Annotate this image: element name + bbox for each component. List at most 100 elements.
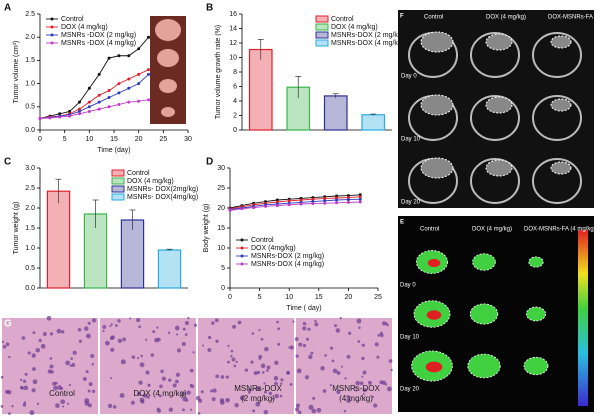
caption: Control: [49, 389, 75, 398]
nucleus: [334, 324, 338, 328]
y-tick-label: 2.5: [25, 11, 35, 18]
nucleus: [295, 354, 299, 358]
histology-tile: [100, 318, 196, 414]
panel-label: E: [400, 220, 404, 226]
nucleus: [250, 360, 254, 364]
bar: [120, 219, 145, 289]
y-tick-label: 1.5: [25, 57, 35, 64]
data-point: [358, 197, 362, 201]
legend-label: DOX (4 mg/kg): [127, 178, 174, 185]
nucleus: [244, 368, 249, 372]
nucleus: [362, 388, 367, 393]
nucleus: [357, 340, 361, 343]
signal-core: [534, 312, 542, 318]
nucleus: [139, 362, 145, 368]
ct-tumor: [420, 94, 454, 116]
nucleus: [362, 392, 365, 395]
nucleus: [234, 402, 239, 408]
data-point: [335, 198, 339, 202]
data-point: [77, 107, 81, 111]
data-point: [147, 98, 151, 102]
signal-core: [535, 260, 541, 266]
nucleus: [190, 384, 195, 389]
nucleus: [57, 385, 63, 390]
error-bar: [257, 39, 264, 60]
nucleus: [77, 328, 82, 332]
nucleus: [264, 390, 267, 394]
nucleus: [329, 383, 333, 387]
nucleus: [339, 316, 342, 320]
y-tick-label: 10: [217, 245, 225, 252]
nucleus: [302, 343, 307, 348]
data-point: [311, 197, 315, 201]
ct-tumor: [420, 31, 454, 53]
signal-core: [533, 363, 543, 371]
data-point: [358, 195, 362, 199]
nucleus: [252, 409, 256, 413]
legend-swatch: [111, 185, 125, 193]
histology-tile: [296, 318, 392, 414]
column-label: DOX (4 mg/kg): [472, 227, 512, 233]
nucleus: [377, 333, 381, 337]
legend-label: Control: [127, 170, 150, 177]
y-tick-label: 2: [233, 112, 237, 119]
legend-label: Control: [61, 16, 84, 23]
nucleus: [280, 378, 284, 382]
nucleus: [308, 404, 314, 410]
nucleus: [271, 397, 275, 400]
column-label: DOX-MSNRs-FA (4 mg/kg): [548, 15, 600, 21]
nucleus: [2, 344, 7, 349]
y-tick-label: 8: [233, 69, 237, 76]
nucleus: [120, 359, 126, 365]
nucleus: [255, 401, 261, 407]
data-point: [323, 196, 327, 200]
legend-label: MSNRs-DOX (2 mg/kg): [251, 253, 324, 260]
nucleus: [260, 337, 264, 341]
nucleus: [358, 326, 361, 330]
nucleus: [104, 340, 110, 346]
nucleus: [277, 342, 281, 346]
row-label: Day 0: [400, 283, 416, 289]
nucleus: [24, 372, 28, 376]
signal-core: [426, 310, 442, 320]
x-axis-label: Time (day): [97, 147, 130, 154]
panel-g: Control DOX (4 mg/kg) MSNRs-DOX (2 mg/kg) MS…: [0, 315, 393, 416]
signal-core: [481, 259, 491, 267]
data-point: [137, 99, 141, 103]
nucleus: [230, 349, 234, 353]
nucleus: [142, 393, 148, 398]
data-point: [117, 102, 121, 106]
nucleus: [1, 340, 5, 343]
nucleus: [380, 333, 384, 338]
ct-tumor: [550, 161, 572, 175]
nucleus: [235, 360, 238, 364]
nucleus: [200, 390, 204, 394]
nucleus: [184, 321, 189, 326]
y-tick-label: 12: [229, 40, 237, 47]
signal-core: [479, 362, 493, 372]
y-tick-label: 15: [217, 225, 225, 232]
nucleus: [175, 333, 179, 336]
nucleus: [215, 374, 220, 379]
data-point: [97, 72, 101, 76]
y-tick-label: 2.0: [25, 34, 35, 41]
column-label: Control: [424, 15, 443, 21]
nucleus: [384, 383, 388, 386]
nucleus: [260, 363, 266, 369]
nucleus: [131, 355, 136, 359]
panel-label: A: [4, 3, 11, 14]
bar: [361, 114, 386, 131]
nucleus: [50, 370, 54, 374]
nucleus: [302, 326, 307, 331]
nucleus: [230, 355, 233, 358]
nucleus: [54, 381, 58, 385]
nucleus: [197, 412, 201, 415]
legend-marker: [240, 254, 244, 258]
nucleus: [266, 369, 269, 372]
error-bar: [92, 199, 99, 228]
nucleus: [354, 386, 357, 389]
nucleus: [322, 389, 327, 393]
nucleus: [311, 408, 317, 414]
nucleus: [23, 385, 29, 391]
